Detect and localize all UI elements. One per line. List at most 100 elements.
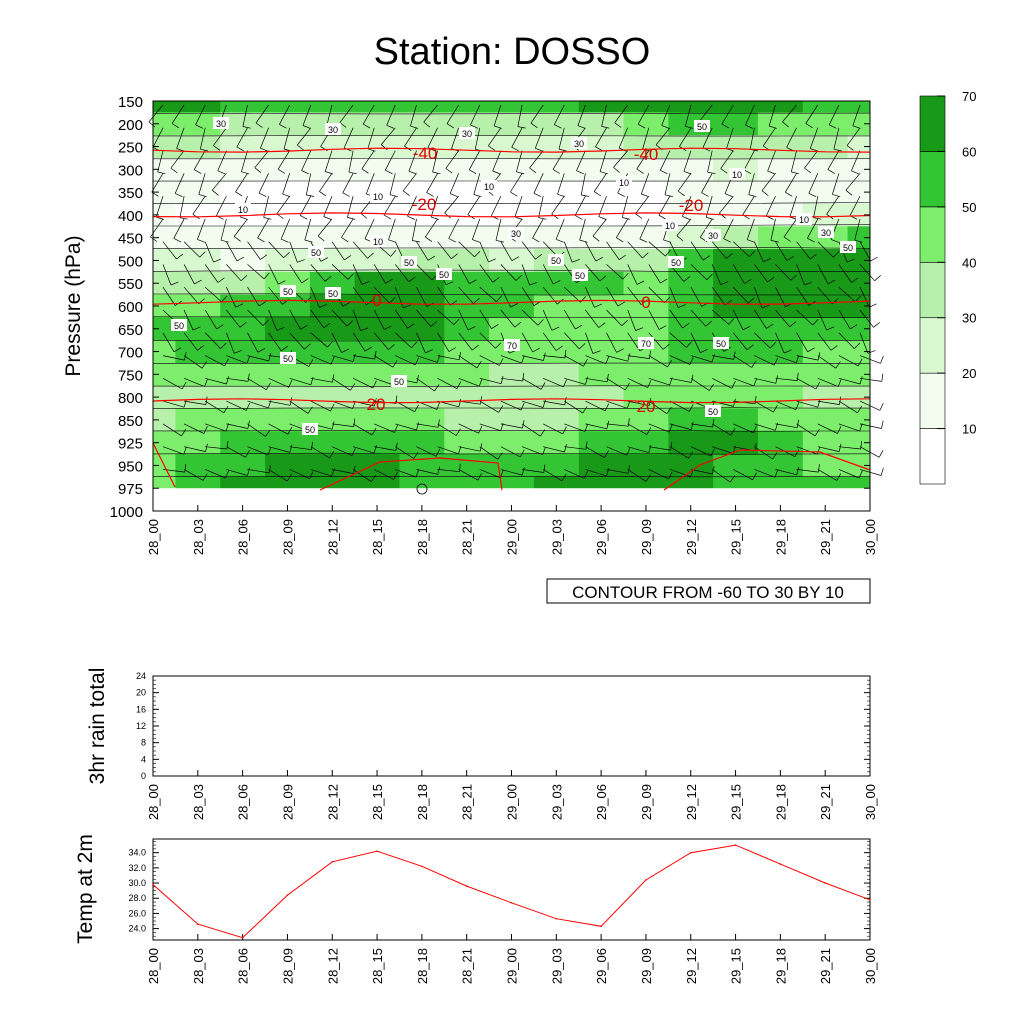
wind-barb-flag — [170, 281, 179, 286]
isotherm-line — [152, 212, 871, 218]
wind-barb-flag — [627, 465, 630, 474]
temp-plot-frame — [152, 838, 871, 941]
wind-barb — [348, 150, 354, 173]
humidity-cell — [399, 385, 445, 409]
wind-barb — [183, 241, 200, 258]
wind-barb-flag — [773, 357, 779, 366]
rain-tick-label: 16 — [136, 704, 146, 714]
wind-barb — [564, 332, 580, 350]
wind-barb-flag — [830, 345, 838, 351]
wind-barb-flag — [304, 343, 311, 350]
wind-barb-flag — [510, 303, 518, 308]
wind-barb-flag — [280, 238, 289, 243]
wind-barb — [585, 423, 607, 430]
wind-barb-flag — [353, 418, 356, 427]
pressure-tick-label: 150 — [118, 94, 143, 111]
wind-barb-flag — [668, 424, 673, 433]
isotherm-line — [152, 147, 871, 153]
humidity-cell — [220, 431, 266, 455]
wind-barb — [754, 355, 775, 366]
wind-barb-flag — [754, 442, 757, 451]
wind-barb — [310, 264, 326, 282]
wind-barb — [183, 469, 204, 481]
contour-label-box — [436, 268, 452, 280]
temp-time-tick-label: 28_21 — [460, 948, 475, 984]
humidity-contour-label: 30 — [328, 125, 338, 135]
humidity-cell — [444, 203, 490, 227]
humidity-contour-label: 50 — [697, 122, 707, 132]
wind-barb-flag — [836, 473, 842, 481]
wind-barb — [247, 309, 264, 326]
wind-barb-flag — [816, 446, 821, 455]
wind-barb-flag — [213, 145, 221, 151]
wind-barb-flag — [394, 424, 398, 433]
humidity-cell — [623, 226, 669, 250]
time-tick-label: 29_06 — [594, 519, 609, 555]
wind-barb-flag — [393, 472, 398, 480]
wind-barb-flag — [499, 470, 504, 478]
temp-time-tick-label: 29_00 — [505, 948, 520, 984]
humidity-cell — [623, 431, 669, 455]
time-tick-label: 29_18 — [773, 519, 788, 555]
wind-barb-flag — [744, 279, 752, 284]
time-tick-label: 28_12 — [325, 519, 340, 555]
temp-tick-label: 34.0 — [128, 848, 146, 858]
humidity-cell — [354, 454, 400, 478]
humidity-contour-label: 50 — [394, 377, 404, 387]
time-tick-label: 28_00 — [146, 519, 161, 555]
wind-barb — [627, 241, 643, 259]
wind-barb-flag — [176, 253, 184, 260]
humidity-contour-label: 30 — [216, 119, 226, 129]
wind-barb-flag — [553, 280, 561, 285]
wind-barb — [579, 218, 586, 241]
wind-barb — [445, 150, 459, 169]
wind-barb — [297, 127, 312, 146]
wind-barb — [458, 469, 479, 481]
wind-barb — [618, 127, 629, 149]
wind-barb — [205, 400, 225, 414]
wind-barb-flag — [435, 448, 441, 457]
wind-barb — [331, 332, 342, 353]
wind-barb-flag — [677, 190, 685, 197]
wind-barb — [543, 377, 564, 388]
wind-barb — [493, 104, 502, 127]
wind-barb-flag — [448, 347, 456, 352]
humidity-cell — [153, 476, 176, 489]
wind-barb — [690, 446, 712, 457]
wind-barb — [410, 104, 417, 127]
humidity-cell — [668, 101, 714, 113]
wind-barb-flag — [496, 295, 502, 302]
wind-barb — [233, 218, 248, 237]
wind-barb — [388, 218, 396, 240]
humidity-cell — [444, 476, 490, 489]
wind-barb — [331, 264, 349, 280]
wind-barb — [195, 104, 206, 125]
contour-label-box — [572, 269, 588, 281]
wind-barb — [790, 150, 797, 172]
humidity-cell — [623, 454, 669, 478]
wind-barb-flag — [614, 122, 622, 128]
temp-point — [734, 844, 737, 846]
wind-barb — [331, 400, 353, 409]
wind-barb-flag — [330, 356, 335, 365]
wind-barb — [458, 286, 474, 304]
time-tick-label: 28_21 — [460, 519, 475, 555]
humidity-cell — [668, 135, 714, 159]
wind-barb-flag — [577, 125, 586, 129]
colorbar-label: 20 — [962, 366, 976, 381]
wind-barb — [339, 104, 354, 123]
wind-barb-flag — [341, 348, 349, 353]
wind-barb-flag — [533, 192, 542, 198]
wind-barb-flag — [551, 326, 560, 331]
wind-barb — [606, 423, 629, 427]
rain-time-tick-label: 28_03 — [191, 784, 206, 820]
humidity-cell — [175, 157, 221, 182]
wind-barb-flag — [194, 279, 202, 285]
temperature-contour-label: -40 — [413, 144, 438, 163]
humidity-cell — [623, 362, 669, 387]
humidity-contour-label: 50 — [575, 271, 585, 281]
wind-barb-flag — [636, 280, 645, 285]
temp-time-tick-label: 30_00 — [863, 948, 878, 984]
humidity-cell — [354, 271, 400, 296]
rain-tick-label: 20 — [136, 688, 146, 698]
